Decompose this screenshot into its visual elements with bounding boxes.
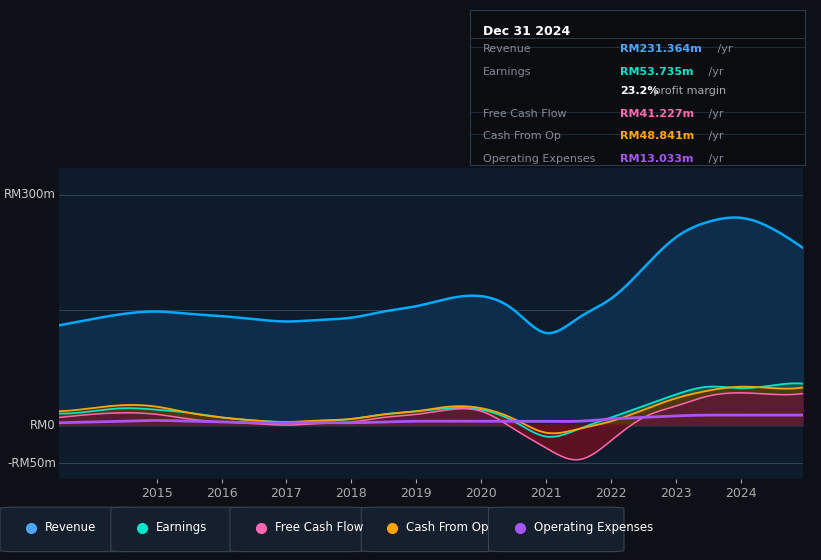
Text: RM41.227m: RM41.227m: [621, 109, 695, 119]
Text: Revenue: Revenue: [45, 521, 97, 534]
Text: /yr: /yr: [704, 131, 723, 141]
Text: Revenue: Revenue: [483, 44, 532, 54]
Text: /yr: /yr: [704, 155, 723, 164]
Text: RM13.033m: RM13.033m: [621, 155, 694, 164]
Text: /yr: /yr: [704, 67, 723, 77]
Text: Free Cash Flow: Free Cash Flow: [275, 521, 364, 534]
Text: profit margin: profit margin: [650, 86, 727, 96]
Text: RM53.735m: RM53.735m: [621, 67, 694, 77]
Text: Cash From Op: Cash From Op: [483, 131, 561, 141]
Text: 23.2%: 23.2%: [621, 86, 658, 96]
Text: RM0: RM0: [30, 418, 56, 432]
Text: /yr: /yr: [714, 44, 732, 54]
FancyBboxPatch shape: [230, 507, 365, 552]
FancyBboxPatch shape: [111, 507, 246, 552]
Text: RM300m: RM300m: [4, 188, 56, 202]
Text: Earnings: Earnings: [156, 521, 208, 534]
Text: Cash From Op: Cash From Op: [406, 521, 488, 534]
FancyBboxPatch shape: [0, 507, 135, 552]
Text: Operating Expenses: Operating Expenses: [534, 521, 653, 534]
Text: /yr: /yr: [704, 109, 723, 119]
Text: Free Cash Flow: Free Cash Flow: [483, 109, 566, 119]
Text: RM48.841m: RM48.841m: [621, 131, 695, 141]
FancyBboxPatch shape: [488, 507, 624, 552]
Text: -RM50m: -RM50m: [7, 457, 56, 470]
Text: Dec 31 2024: Dec 31 2024: [483, 25, 571, 38]
Text: Earnings: Earnings: [483, 67, 531, 77]
Text: RM231.364m: RM231.364m: [621, 44, 702, 54]
Text: Operating Expenses: Operating Expenses: [483, 155, 595, 164]
FancyBboxPatch shape: [361, 507, 497, 552]
